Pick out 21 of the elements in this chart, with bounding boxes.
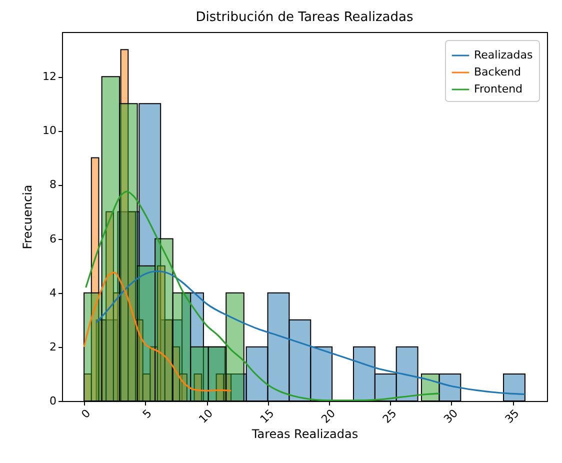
chart-title: Distribución de Tareas Realizadas [196, 10, 414, 25]
x-tick-label: 15 [258, 406, 277, 426]
y-tick-label: 4 [50, 286, 56, 300]
y-tick-label: 8 [50, 178, 56, 192]
y-tick-label: 2 [50, 340, 56, 354]
y-tick-label: 12 [42, 70, 56, 84]
x-tick-label: 35 [502, 406, 522, 426]
legend-label: Realizadas [474, 48, 534, 62]
x-tick-label: 25 [380, 406, 400, 426]
y-tick-label: 6 [50, 232, 56, 246]
y-axis-title: Frecuencia [20, 184, 35, 250]
x-tick-label: 5 [140, 406, 154, 421]
legend-label: Backend [474, 66, 522, 78]
y-tick-label: 0 [50, 394, 56, 408]
x-axis-title: Tareas Realizadas [250, 427, 358, 442]
x-tick-label: 20 [318, 406, 338, 426]
x-tick-label: 0 [78, 406, 94, 421]
legend-label: Frontend [474, 82, 523, 96]
x-tick-label: 30 [441, 406, 460, 426]
x-tick-label: 10 [196, 406, 216, 426]
y-tick-label: 10 [42, 124, 56, 138]
